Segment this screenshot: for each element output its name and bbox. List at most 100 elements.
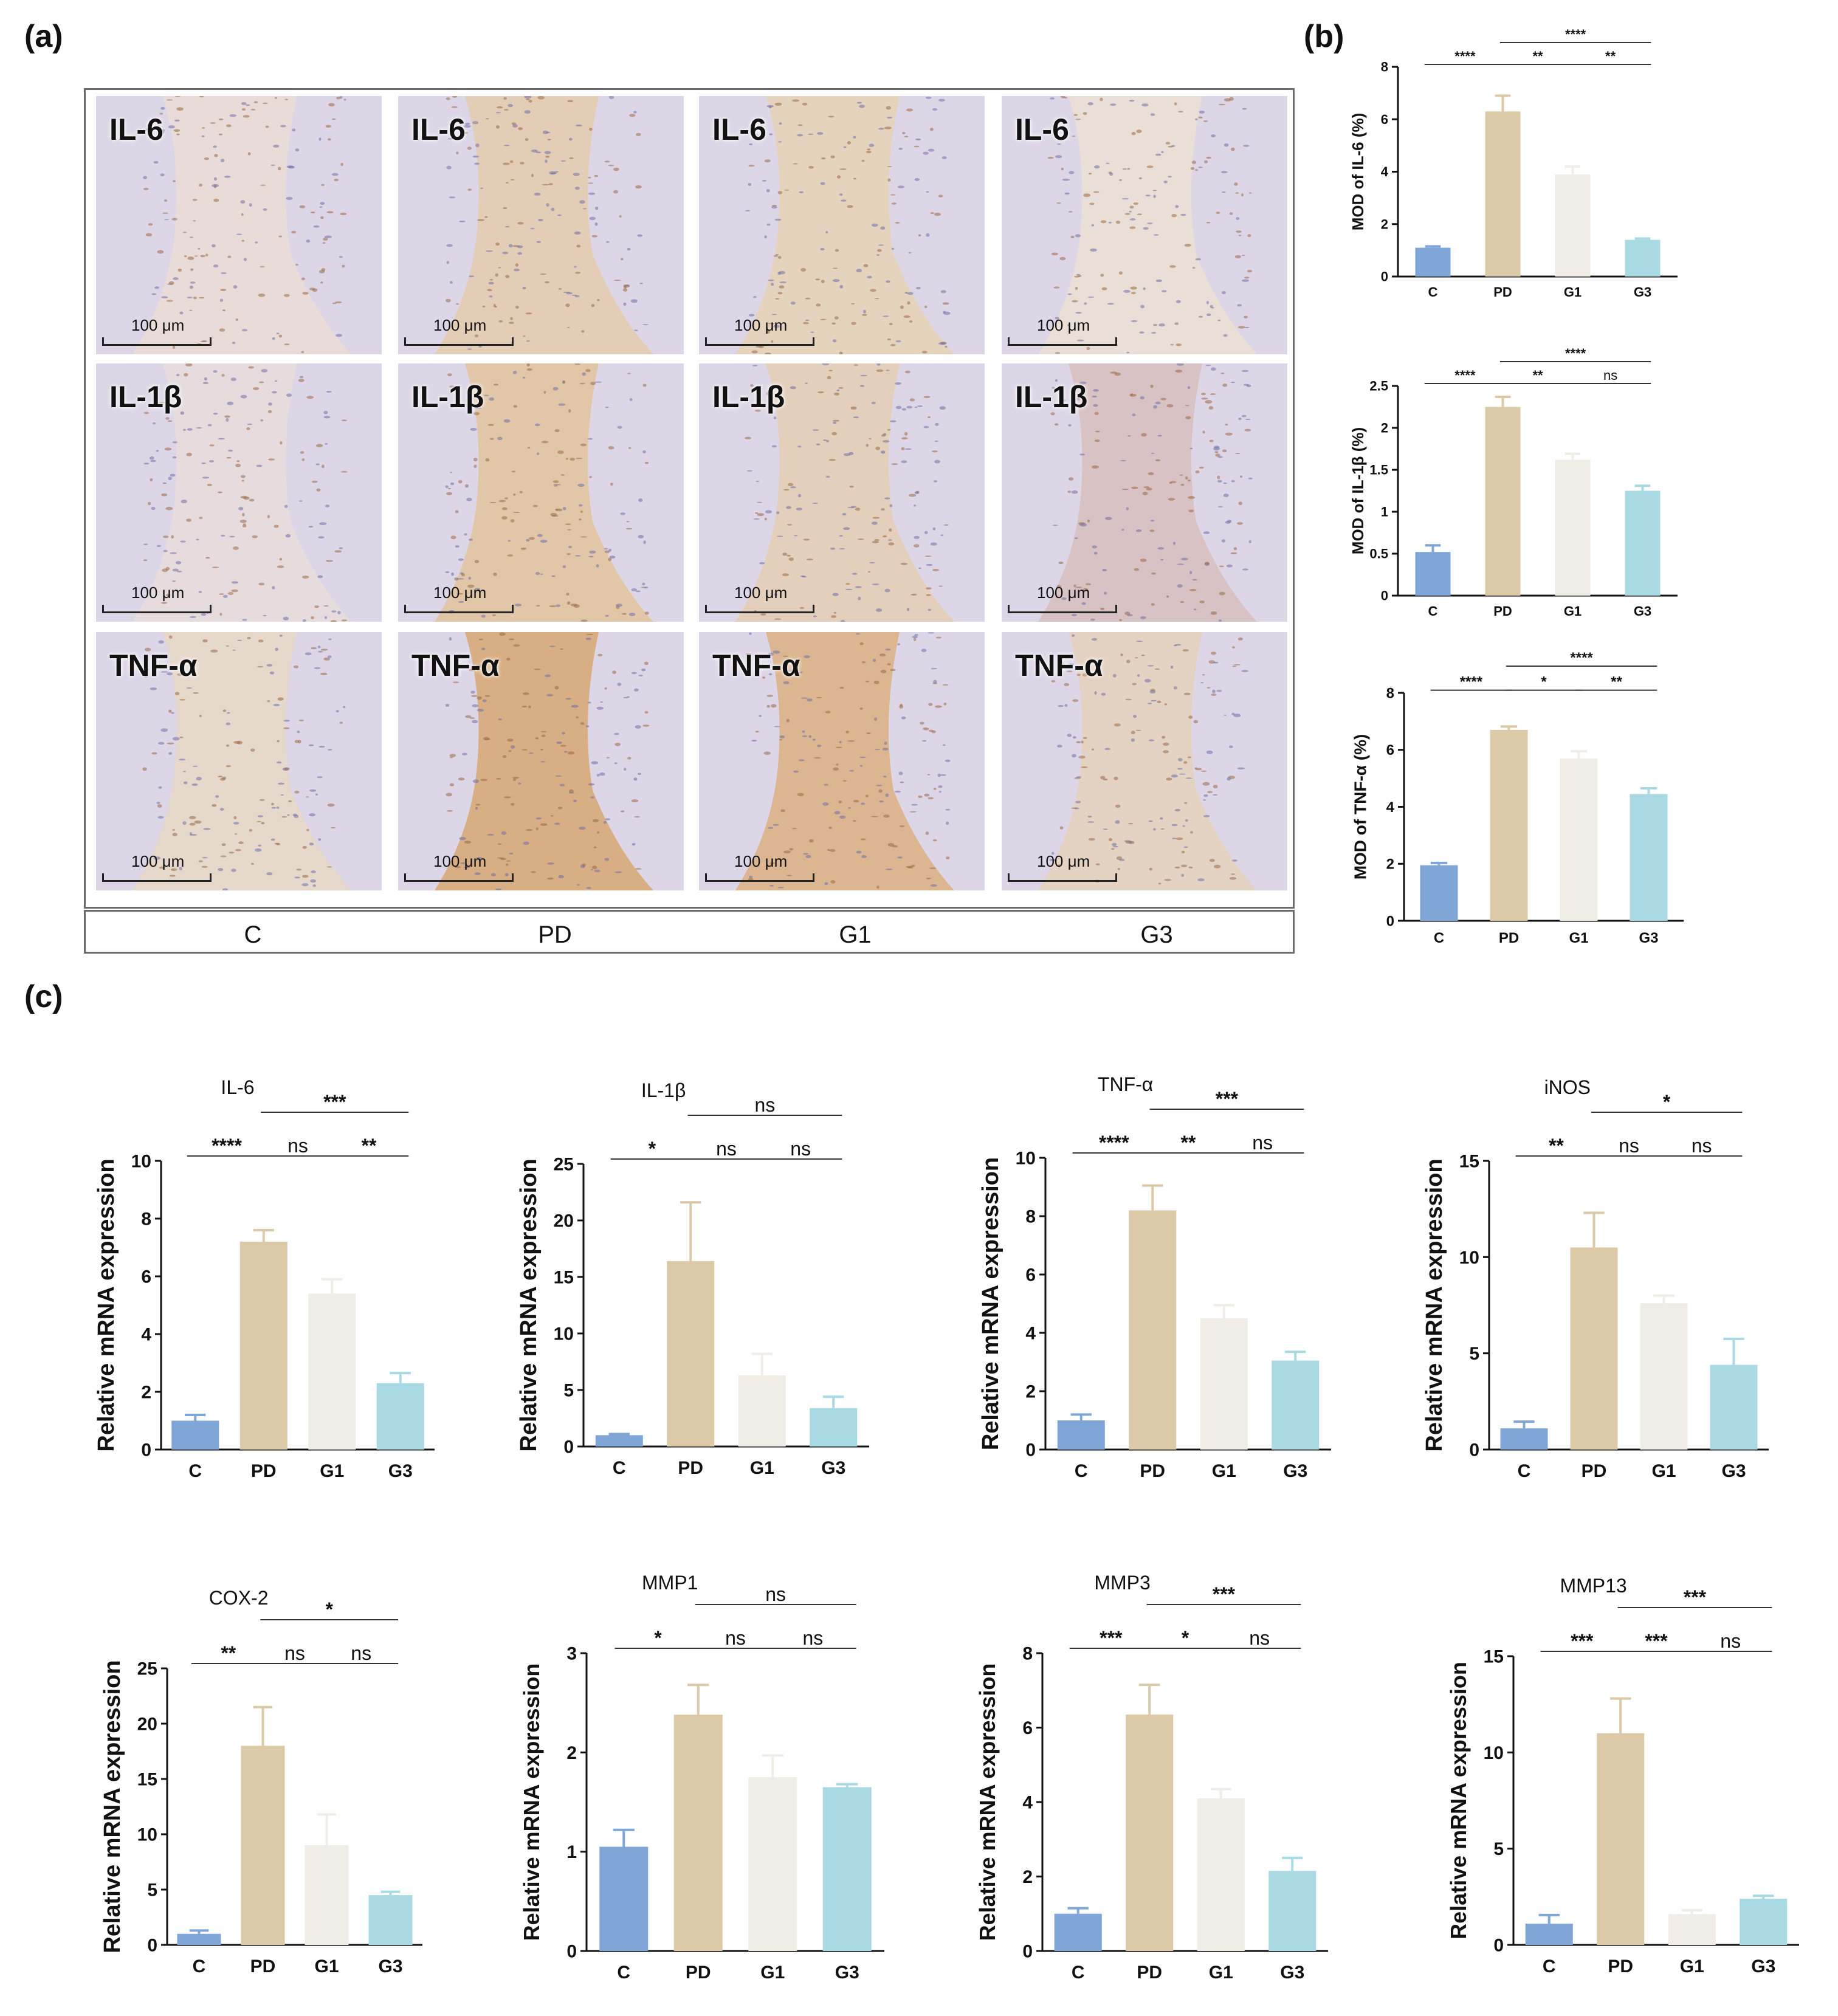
y-tick-label: 15: [554, 1268, 574, 1288]
y-tick-label: 0: [1493, 1936, 1504, 1956]
x-tick-label: G1: [750, 1458, 774, 1478]
scale-bar: [404, 873, 514, 882]
x-tick-label: G3: [1634, 604, 1651, 619]
bar-g3: [822, 1787, 872, 1951]
chart-c5: 0 5 10 15 20 25 C PD G1 G3 ** ns ns * Relative mRNA ex…: [100, 1587, 422, 1976]
x-tick-label: C: [1518, 1461, 1531, 1481]
stain-label: IL-6: [109, 112, 163, 146]
y-tick-label: 25: [137, 1659, 157, 1679]
significance-label: **: [1181, 1132, 1196, 1154]
y-tick-label: 0: [147, 1936, 157, 1956]
scale-bar-label: 100 μm: [131, 316, 185, 334]
y-tick-label: 0: [1386, 913, 1394, 929]
y-tick-label: 20: [554, 1211, 574, 1231]
y-tick-label: 0: [1469, 1440, 1479, 1460]
bar-pd: [673, 1715, 723, 1951]
chart-c1: 0 2 4 6 8 10 C PD G1 G3 **** ns ** *** Relative mRNA e…: [94, 1076, 435, 1481]
scale-bar: [102, 337, 212, 346]
bar-g1: [738, 1375, 786, 1447]
significance-label: ns: [725, 1627, 746, 1649]
y-tick-label: 10: [1459, 1248, 1479, 1268]
y-tick-label: 8: [1025, 1207, 1036, 1227]
x-tick-label: PD: [251, 1461, 277, 1481]
x-tick-label: G3: [1751, 1956, 1775, 1976]
x-tick-label: C: [1428, 284, 1438, 300]
significance-label: ns: [1692, 1135, 1712, 1157]
y-axis-label: Relative mRNA expression: [975, 1663, 1000, 1941]
panel-b-letter: (b): [1304, 19, 1344, 54]
x-tick-label: C: [1072, 1963, 1085, 1983]
significance-label: ns: [1619, 1135, 1639, 1157]
x-tick-label: G1: [1212, 1461, 1236, 1481]
bar-pd: [1126, 1715, 1174, 1951]
significance-label: **: [1549, 1135, 1564, 1157]
scale-bar-label: 100 μm: [1037, 852, 1090, 870]
y-tick-label: 4: [1386, 799, 1395, 816]
y-tick-label: 5: [147, 1880, 157, 1901]
scale-bar: [705, 873, 814, 882]
significance-label: ***: [1213, 1583, 1236, 1605]
stain-label: TNF-α: [1015, 648, 1103, 683]
significance-label: ns: [1252, 1132, 1273, 1154]
significance-label: ns: [1249, 1627, 1270, 1649]
chart-b1: 0 2 4 6 8 C PD G1 G3 **** ** ** **** MOD of IL-6 (%): [1349, 27, 1678, 300]
micrograph-il6-g1: IL-6 100 μm: [699, 96, 985, 354]
significance-label: ****: [1565, 27, 1586, 42]
significance-label: ns: [351, 1642, 371, 1664]
y-tick-label: 15: [1459, 1152, 1479, 1172]
bar-pd: [1570, 1247, 1618, 1450]
x-tick-label: C: [1075, 1461, 1088, 1481]
significance-label: ***: [1645, 1630, 1668, 1652]
significance-label: **: [1532, 49, 1543, 64]
bar-g1: [1560, 758, 1598, 921]
y-tick-label: 0: [1025, 1440, 1036, 1460]
y-tick-label: 8: [141, 1209, 151, 1230]
bar-g1: [305, 1845, 349, 1945]
bar-c: [1420, 865, 1458, 921]
significance-label: **: [1605, 49, 1616, 64]
x-tick-label: PD: [1493, 284, 1512, 300]
scale-bar-label: 100 μm: [131, 583, 185, 602]
y-tick-label: 4: [1025, 1324, 1036, 1344]
bar-g1: [1197, 1798, 1245, 1951]
bar-g3: [1710, 1364, 1758, 1450]
x-tick-label: C: [1428, 604, 1438, 619]
significance-label: ns: [287, 1135, 308, 1157]
micrograph-il1-g3: IL-1β 100 μm: [1002, 363, 1287, 622]
bar-g3: [1625, 239, 1661, 277]
x-tick-label: G3: [821, 1458, 845, 1478]
y-tick-label: 0: [566, 1942, 577, 1962]
y-tick-label: 0: [1022, 1942, 1033, 1962]
y-tick-label: 0: [141, 1440, 151, 1460]
panel-c-letter: (c): [24, 979, 63, 1014]
x-tick-label: PD: [1499, 930, 1519, 946]
y-tick-label: 2: [1025, 1382, 1036, 1402]
chart-title: COX-2: [209, 1587, 269, 1609]
micrograph-tnf-c: TNF-α 100 μm: [96, 632, 382, 890]
y-axis-label: Relative mRNA expression: [94, 1158, 119, 1451]
significance-label: ns: [803, 1627, 824, 1649]
group-label-c: C: [244, 921, 262, 948]
scale-bar: [404, 337, 514, 346]
x-tick-label: G3: [1283, 1461, 1307, 1481]
bar-g3: [810, 1408, 858, 1447]
bar-g3: [1268, 1871, 1317, 1951]
significance-label: *: [1541, 674, 1547, 690]
x-tick-label: C: [188, 1461, 202, 1481]
significance-label: **: [221, 1642, 236, 1664]
significance-label: ***: [1100, 1627, 1123, 1649]
bar-c: [1415, 247, 1451, 277]
chart-c3: 0 2 4 6 8 10 C PD G1 G3 **** ** ns *** Relative mRNA e…: [978, 1073, 1331, 1481]
x-tick-label: G3: [1280, 1963, 1304, 1983]
bar-c: [171, 1420, 219, 1450]
y-tick-label: 5: [1493, 1839, 1504, 1859]
chart-c4: 0 5 10 15 C PD G1 G3 ** ns ns * Relative mRNA expres…: [1422, 1076, 1769, 1481]
bar-g3: [376, 1383, 424, 1450]
bar-c: [1054, 1913, 1102, 1951]
y-tick-label: 2: [1022, 1867, 1033, 1887]
chart-title: iNOS: [1544, 1076, 1591, 1098]
significance-label: ****: [212, 1135, 242, 1157]
